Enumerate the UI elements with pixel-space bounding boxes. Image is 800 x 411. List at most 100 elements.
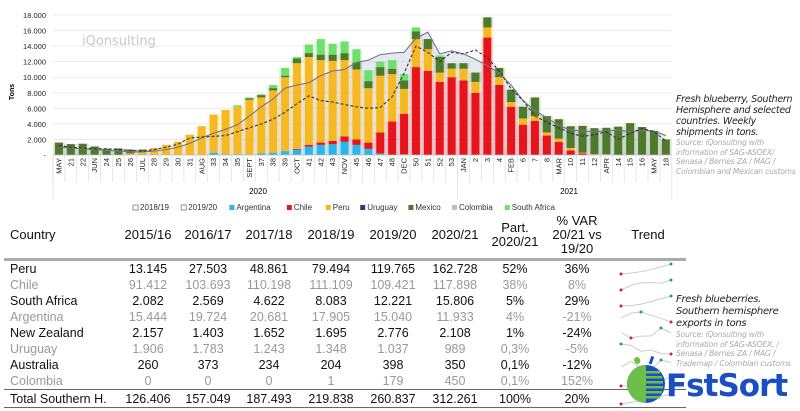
bar-segment-mexico <box>661 139 670 155</box>
year-label-2021: 2021 <box>560 187 578 196</box>
bar-segment-argentina <box>281 151 290 155</box>
value-cell: 1.037 <box>377 342 409 356</box>
bar-segment-peru <box>411 39 420 68</box>
bar-segment-peru <box>554 138 563 142</box>
x-tick-label: 35 <box>233 158 242 166</box>
legend-swatch <box>132 204 139 211</box>
x-tick-label: 47 <box>376 158 385 166</box>
country-cell: Total Southern H. <box>4 389 118 408</box>
bar-segment-argentina <box>292 149 301 155</box>
value-cell: 1.652 <box>253 326 285 340</box>
y-tick-label: 4.000 <box>27 120 46 129</box>
trend-cell <box>610 341 686 357</box>
value-cell: 204 <box>320 358 342 372</box>
value-cell: 2.108 <box>439 326 471 340</box>
x-tick-label: 39 <box>281 158 290 166</box>
legend-swatch <box>504 205 510 210</box>
y-tick-label: 8.000 <box>27 89 46 98</box>
value-cell: 0,1% <box>500 374 530 388</box>
bar-segment-south-africa <box>364 70 373 82</box>
chart-caption-title: Fresh blueberry, Southern Hemisphere and… <box>676 94 793 138</box>
value-cell: -12% <box>562 358 592 372</box>
bar-segment-peru <box>304 57 313 145</box>
bar-segment-mexico <box>495 67 504 78</box>
value-cell: 162.728 <box>432 262 478 276</box>
bar-segment-chile <box>292 148 301 150</box>
value-cell: 111.109 <box>309 278 353 292</box>
value-cell: 1 <box>327 374 335 388</box>
legend-swatch <box>408 205 414 210</box>
bar-segment-peru <box>126 153 135 155</box>
value-cell: -5% <box>565 342 589 356</box>
sparkline-path <box>620 327 672 339</box>
value-cell: 260 <box>137 358 159 372</box>
bar-segment-mexico <box>400 80 409 89</box>
value-cell: 260.837 <box>362 389 424 408</box>
watermark: iQonsulting <box>82 34 156 49</box>
x-tick-label: APR <box>602 157 611 173</box>
legend-swatch <box>360 205 366 210</box>
sparkline-max-dot <box>639 310 643 314</box>
column-header: Trend <box>610 212 686 261</box>
x-tick-label: 26 <box>126 158 135 166</box>
x-tick-label: 6 <box>519 158 528 162</box>
bar-segment-south-africa <box>376 61 385 68</box>
legend-label: Colombia <box>459 203 493 212</box>
country-cell: Uruguay <box>10 342 58 356</box>
bar-segment-chile <box>340 136 349 142</box>
bar-segment-peru <box>281 77 290 152</box>
value-cell: 11.933 <box>436 310 474 324</box>
bar-segment-peru <box>138 151 147 155</box>
sparkline-max-dot <box>619 342 623 346</box>
value-cell: 29% <box>564 294 590 308</box>
bar-segment-peru <box>530 116 539 121</box>
bar-segment-south-africa <box>233 105 242 107</box>
value-cell: 1.695 <box>315 326 347 340</box>
sparkline-min-dot <box>619 288 623 292</box>
table-row: Uruguay 1.906 1.783 1.243 1.348 1.037 989 0,3% -… <box>4 341 686 357</box>
sparkline-max-dot <box>669 262 673 266</box>
bar-segment-mexico <box>281 75 290 78</box>
sparkline-path <box>620 343 672 355</box>
y-tick-label: 12.000 <box>23 58 46 67</box>
x-tick-label: 11 <box>578 158 587 166</box>
bar-segment-peru <box>340 60 349 137</box>
value-cell: 20.681 <box>249 310 289 324</box>
bar-segment-mexico <box>614 126 623 155</box>
bar-segment-mexico <box>602 127 611 155</box>
bar-segment-argentina <box>328 144 337 155</box>
x-tick-label: OCT <box>292 158 301 174</box>
bar-segment-peru <box>185 134 194 155</box>
value-cell: 157.049 <box>178 389 238 408</box>
trend-sparkline <box>620 326 672 340</box>
bar-segment-mexico <box>90 146 99 155</box>
x-tick-label: NOV <box>340 158 349 174</box>
value-cell: 2.082 <box>132 294 164 308</box>
bar-segment-mexico <box>269 88 278 91</box>
x-tick-label: SEPT <box>245 158 254 178</box>
x-tick-label: 37 <box>257 158 266 166</box>
x-tick-label: 38 <box>269 158 278 166</box>
table-caption-source: Source: iQonsulting with information of … <box>676 330 791 368</box>
sparkline-max-dot <box>669 278 673 282</box>
legend-label: Mexico <box>415 203 441 212</box>
x-tick-label: JAN <box>459 158 468 172</box>
value-cell: 989 <box>444 342 466 356</box>
value-cell: 1.403 <box>192 326 224 340</box>
value-cell: 1.906 <box>132 342 164 356</box>
bar-segment-chile <box>435 81 444 155</box>
value-cell: 119.765 <box>370 262 416 276</box>
bar-segment-peru <box>435 72 444 82</box>
x-tick-label: 46 <box>364 158 373 166</box>
bar-segment-peru <box>459 68 468 81</box>
country-cell: Colombia <box>10 374 63 388</box>
value-cell: 398 <box>382 358 404 372</box>
x-tick-label: MAR <box>554 157 563 174</box>
bar-segment-south-africa <box>281 67 290 76</box>
value-cell: 5% <box>505 294 525 308</box>
value-cell: 1.243 <box>253 342 285 356</box>
bar-segment-south-africa <box>328 43 337 55</box>
x-tick-label: 31 <box>185 158 194 166</box>
x-tick-label: JUL <box>138 158 147 171</box>
x-tick-label: 8 <box>542 158 551 162</box>
